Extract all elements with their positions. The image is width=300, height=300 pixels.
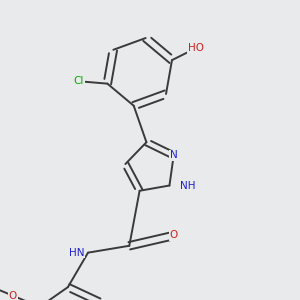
Text: O: O: [9, 291, 17, 300]
Text: Cl: Cl: [73, 76, 84, 86]
Text: HN: HN: [69, 248, 85, 258]
Text: NH: NH: [180, 181, 195, 190]
Text: HO: HO: [188, 43, 204, 53]
Text: O: O: [170, 230, 178, 241]
Text: N: N: [170, 151, 178, 160]
